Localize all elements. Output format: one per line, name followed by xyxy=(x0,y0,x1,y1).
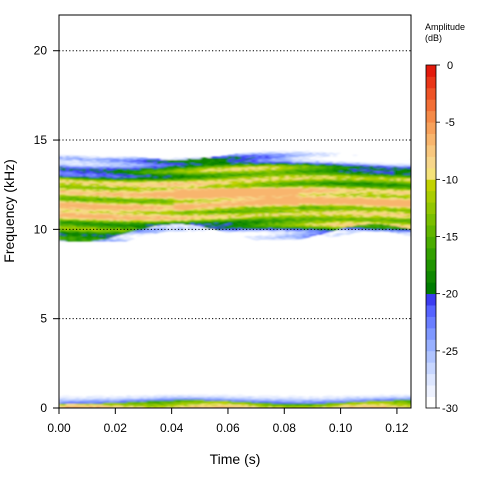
colorbar-segment xyxy=(426,156,436,169)
colorbar-segment xyxy=(426,110,436,123)
plot-frame xyxy=(58,14,412,409)
colorbar-segment xyxy=(426,327,436,340)
colorbar-segment xyxy=(426,122,436,134)
colorbar-segment xyxy=(426,167,436,180)
colorbar-segment xyxy=(426,236,436,249)
colorbar-segment xyxy=(426,145,436,157)
colorbar-segment xyxy=(426,190,436,203)
colorbar-segment xyxy=(426,350,436,363)
colorbar-tick-label: -5 xyxy=(445,117,455,129)
colorbar-segment xyxy=(426,225,436,237)
x-tick-label: 0.12 xyxy=(385,421,409,435)
y-tick-label: 15 xyxy=(34,133,48,147)
x-tick-label: 0.04 xyxy=(160,421,184,435)
colorbar-tick-label: -20 xyxy=(442,289,458,301)
y-tick-label: 10 xyxy=(34,222,48,236)
colorbar: 0 -5 -10 -15 -20 -25 -30 xyxy=(425,60,458,415)
colorbar-segment xyxy=(426,316,436,329)
colorbar-segment xyxy=(426,247,436,260)
x-tick-label: 0.06 xyxy=(216,421,240,435)
colorbar-segment xyxy=(426,362,436,375)
colorbar-tick-label: -15 xyxy=(442,232,458,244)
colorbar-tick-label: 0 xyxy=(447,60,453,72)
colorbar-segment xyxy=(426,396,436,409)
grid-lines xyxy=(59,50,411,320)
colorbar-segment xyxy=(426,179,436,192)
x-tick-label: 0.00 xyxy=(47,421,71,435)
colorbar-segment xyxy=(426,339,436,352)
colorbar-segment xyxy=(426,76,436,89)
colorbar-segment xyxy=(426,202,436,215)
colorbar-tick-label: -10 xyxy=(442,174,458,186)
colorbar-segment xyxy=(426,305,436,317)
colorbar-segment xyxy=(426,87,436,100)
colorbar-segment xyxy=(426,65,436,77)
y-tick-label: 0 xyxy=(40,401,47,415)
colorbar-segment xyxy=(426,373,436,386)
spectrogram-heatmap xyxy=(59,150,411,408)
colorbar-segment xyxy=(426,385,436,397)
x-tick-label: 0.10 xyxy=(329,421,353,435)
y-axis: 0 5 10 15 20 xyxy=(34,44,59,415)
colorbar-tick-label: -25 xyxy=(442,346,458,358)
colorbar-segment xyxy=(426,99,436,112)
colorbar-segment xyxy=(426,213,436,226)
y-tick-label: 5 xyxy=(40,312,47,326)
colorbar-segment xyxy=(426,282,436,295)
colorbar-title-line1: Amplitude xyxy=(425,22,465,32)
colorbar-segment xyxy=(426,270,436,283)
y-tick-label: 20 xyxy=(34,44,48,58)
y-axis-label: Frequency (kHz) xyxy=(1,159,17,262)
x-axis: 0.00 0.02 0.04 0.06 0.08 0.10 0.12 xyxy=(47,408,409,435)
colorbar-tick-label: -30 xyxy=(442,403,458,415)
colorbar-segment xyxy=(426,133,436,146)
x-axis-label: Time (s) xyxy=(210,451,261,467)
colorbar-title-line2: (dB) xyxy=(425,33,442,43)
x-tick-label: 0.02 xyxy=(104,421,128,435)
colorbar-segment xyxy=(426,259,436,272)
x-tick-label: 0.08 xyxy=(273,421,297,435)
colorbar-segment xyxy=(426,293,436,306)
heatmap-cells xyxy=(59,150,411,408)
